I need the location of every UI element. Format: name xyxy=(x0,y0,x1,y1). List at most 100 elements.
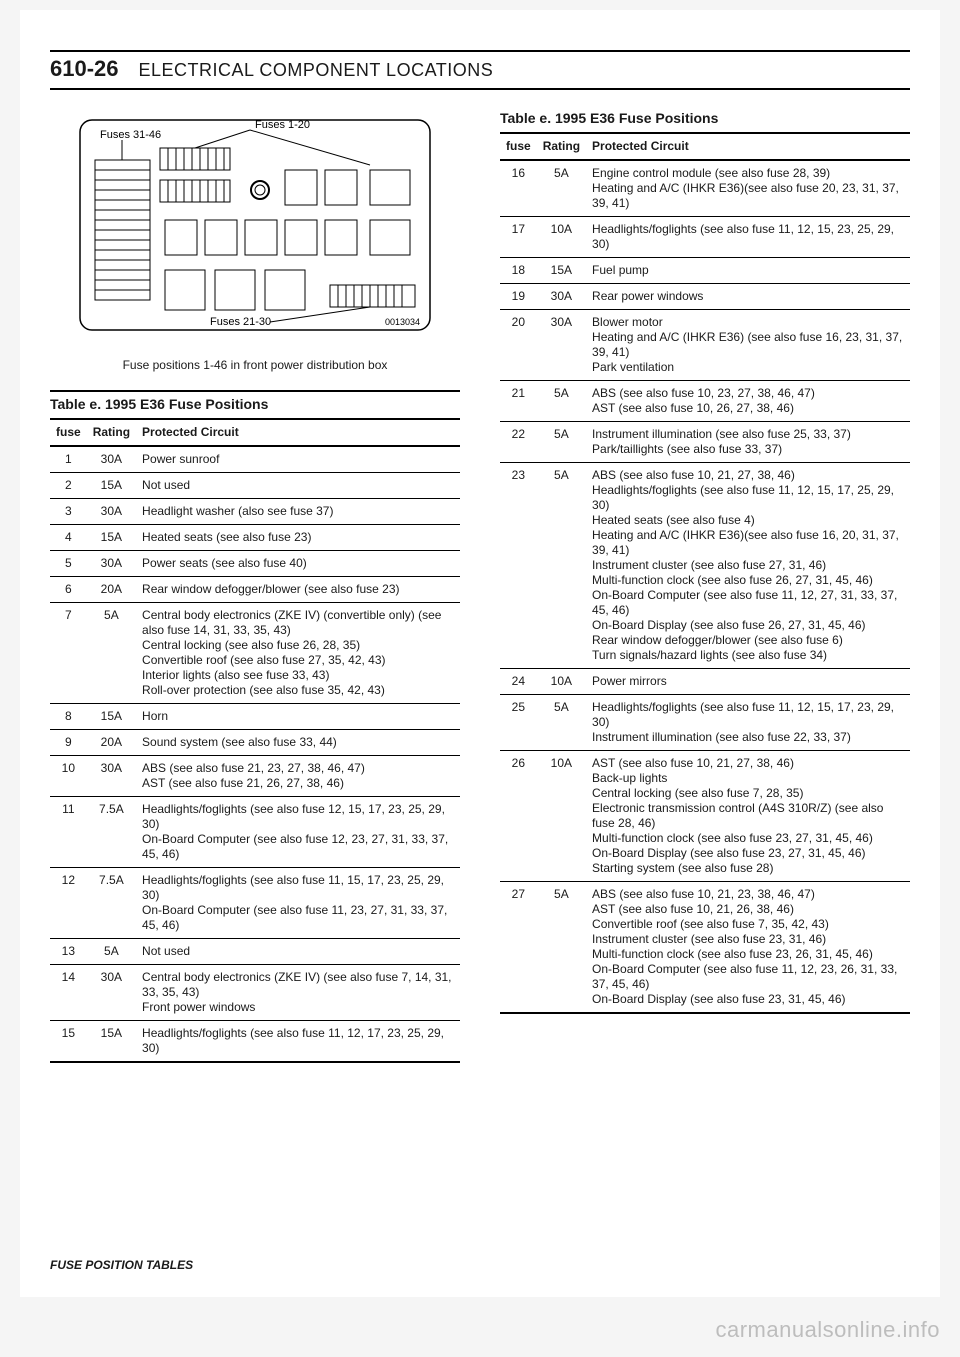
fuse-circuit: Horn xyxy=(136,704,460,730)
footer-label: FUSE POSITION TABLES xyxy=(50,1258,193,1272)
fuse-circuit: ABS (see also fuse 10, 21, 23, 38, 46, 4… xyxy=(586,882,910,1014)
col-head-fuse: fuse xyxy=(50,419,87,446)
fuse-circuit: ABS (see also fuse 21, 23, 27, 38, 46, 4… xyxy=(136,756,460,797)
fuse-circuit: AST (see also fuse 10, 21, 27, 38, 46) B… xyxy=(586,751,910,882)
table-row: 1930ARear power windows xyxy=(500,284,910,310)
fuse-rating: 10A xyxy=(537,751,586,882)
table-row: 127.5AHeadlights/foglights (see also fus… xyxy=(50,868,460,939)
fuse-rating: 30A xyxy=(537,284,586,310)
table-row: 215ANot used xyxy=(50,473,460,499)
fuse-number: 11 xyxy=(50,797,87,868)
page-number: 610-26 xyxy=(50,56,119,82)
table-row: 275AABS (see also fuse 10, 21, 23, 38, 4… xyxy=(500,882,910,1014)
fuse-rating: 30A xyxy=(87,446,136,473)
table-row: 415AHeated seats (see also fuse 23) xyxy=(50,525,460,551)
col-head-circuit: Protected Circuit xyxy=(136,419,460,446)
fuse-box-diagram: Fuses 31-46 Fuses 1-20 Fuses 21-30 00130… xyxy=(70,110,440,340)
fuse-circuit: Power seats (see also fuse 40) xyxy=(136,551,460,577)
fuse-number: 21 xyxy=(500,381,537,422)
fuse-circuit: Headlight washer (also see fuse 37) xyxy=(136,499,460,525)
fuse-number: 27 xyxy=(500,882,537,1014)
fuse-circuit: Not used xyxy=(136,939,460,965)
table-row: 130APower sunroof xyxy=(50,446,460,473)
table-row: 330AHeadlight washer (also see fuse 37) xyxy=(50,499,460,525)
diagram-label-1-20: Fuses 1-20 xyxy=(255,119,310,131)
left-column: Fuses 31-46 Fuses 1-20 Fuses 21-30 00130… xyxy=(50,110,460,1063)
fuse-rating: 15A xyxy=(87,704,136,730)
table-row: 75ACentral body electronics (ZKE IV) (co… xyxy=(50,603,460,704)
fuse-circuit: Headlights/foglights (see also fuse 11, … xyxy=(586,217,910,258)
fuse-number: 22 xyxy=(500,422,537,463)
fuse-rating: 5A xyxy=(537,422,586,463)
table-row: 235AABS (see also fuse 10, 21, 27, 38, 4… xyxy=(500,463,910,669)
watermark: carmanualsonline.info xyxy=(715,1317,940,1343)
page-container: 610-26 ELECTRICAL COMPONENT LOCATIONS xyxy=(20,10,940,1297)
diagram-caption: Fuse positions 1-46 in front power distr… xyxy=(50,358,460,372)
fuse-circuit: Power sunroof xyxy=(136,446,460,473)
fuse-rating: 5A xyxy=(537,695,586,751)
section-title: ELECTRICAL COMPONENT LOCATIONS xyxy=(139,60,494,81)
fuse-number: 9 xyxy=(50,730,87,756)
fuse-number: 7 xyxy=(50,603,87,704)
fuse-rating: 30A xyxy=(87,551,136,577)
table-row: 2030ABlower motor Heating and A/C (IHKR … xyxy=(500,310,910,381)
col-head-circuit: Protected Circuit xyxy=(586,133,910,160)
table-row: 165AEngine control module (see also fuse… xyxy=(500,160,910,217)
diagram-label-21-30: Fuses 21-30 xyxy=(210,316,271,328)
fuse-rating: 30A xyxy=(87,965,136,1021)
table-row: 1815AFuel pump xyxy=(500,258,910,284)
fuse-number: 8 xyxy=(50,704,87,730)
fuse-number: 15 xyxy=(50,1021,87,1063)
table-row: 117.5AHeadlights/foglights (see also fus… xyxy=(50,797,460,868)
fuse-rating: 5A xyxy=(537,882,586,1014)
diagram-part-no: 0013034 xyxy=(385,317,420,327)
fuse-circuit: ABS (see also fuse 10, 23, 27, 38, 46, 4… xyxy=(586,381,910,422)
fuse-circuit: Headlights/foglights (see also fuse 11, … xyxy=(136,1021,460,1063)
fuse-rating: 15A xyxy=(87,1021,136,1063)
fuse-circuit: Central body electronics (ZKE IV) (conve… xyxy=(136,603,460,704)
fuse-number: 24 xyxy=(500,669,537,695)
table-row: 215AABS (see also fuse 10, 23, 27, 38, 4… xyxy=(500,381,910,422)
fuse-number: 17 xyxy=(500,217,537,258)
fuse-number: 1 xyxy=(50,446,87,473)
fuse-rating: 5A xyxy=(537,463,586,669)
fuse-number: 18 xyxy=(500,258,537,284)
table-row: 135ANot used xyxy=(50,939,460,965)
fuse-number: 12 xyxy=(50,868,87,939)
fuse-circuit: Heated seats (see also fuse 23) xyxy=(136,525,460,551)
fuse-circuit: Instrument illumination (see also fuse 2… xyxy=(586,422,910,463)
table-row: 225AInstrument illumination (see also fu… xyxy=(500,422,910,463)
fuse-rating: 20A xyxy=(87,730,136,756)
table-row: 1030AABS (see also fuse 21, 23, 27, 38, … xyxy=(50,756,460,797)
fuse-rating: 5A xyxy=(87,603,136,704)
table-row: 2410APower mirrors xyxy=(500,669,910,695)
fuse-circuit: Sound system (see also fuse 33, 44) xyxy=(136,730,460,756)
col-head-fuse: fuse xyxy=(500,133,537,160)
fuse-number: 5 xyxy=(50,551,87,577)
fuse-number: 6 xyxy=(50,577,87,603)
fuse-number: 26 xyxy=(500,751,537,882)
fuse-number: 2 xyxy=(50,473,87,499)
fuse-circuit: Headlights/foglights (see also fuse 12, … xyxy=(136,797,460,868)
fuse-rating: 15A xyxy=(87,525,136,551)
fuse-circuit: Power mirrors xyxy=(586,669,910,695)
fuse-rating: 10A xyxy=(537,217,586,258)
table-row: 1710AHeadlights/foglights (see also fuse… xyxy=(500,217,910,258)
fuse-rating: 10A xyxy=(537,669,586,695)
table-row: 255AHeadlights/foglights (see also fuse … xyxy=(500,695,910,751)
fuse-circuit: Blower motor Heating and A/C (IHKR E36) … xyxy=(586,310,910,381)
table-row: 530APower seats (see also fuse 40) xyxy=(50,551,460,577)
col-head-rating: Rating xyxy=(537,133,586,160)
table-row: 815AHorn xyxy=(50,704,460,730)
fuse-number: 20 xyxy=(500,310,537,381)
fuse-rating: 20A xyxy=(87,577,136,603)
fuse-circuit: Fuel pump xyxy=(586,258,910,284)
fuse-circuit: Headlights/foglights (see also fuse 11, … xyxy=(586,695,910,751)
table-row: 620ARear window defogger/blower (see als… xyxy=(50,577,460,603)
left-fuse-table: fuse Rating Protected Circuit 130APower … xyxy=(50,418,460,1063)
fuse-rating: 7.5A xyxy=(87,868,136,939)
fuse-number: 13 xyxy=(50,939,87,965)
fuse-circuit: Rear power windows xyxy=(586,284,910,310)
table-row: 1515AHeadlights/foglights (see also fuse… xyxy=(50,1021,460,1063)
table-row: 920ASound system (see also fuse 33, 44) xyxy=(50,730,460,756)
